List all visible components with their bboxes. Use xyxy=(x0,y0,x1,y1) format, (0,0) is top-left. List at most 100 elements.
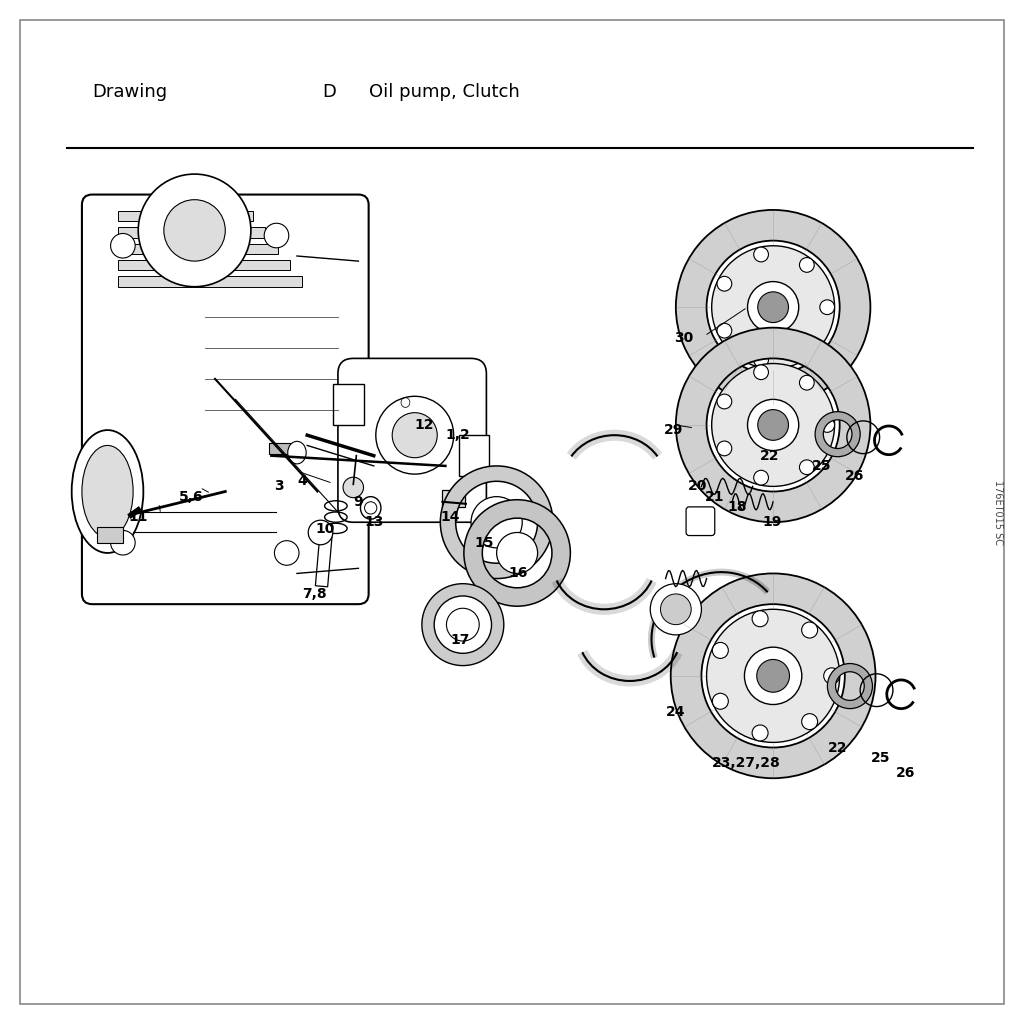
Bar xyxy=(97,527,123,543)
Circle shape xyxy=(748,399,799,451)
Circle shape xyxy=(111,233,135,258)
Circle shape xyxy=(717,394,732,409)
FancyBboxPatch shape xyxy=(82,195,369,604)
Circle shape xyxy=(752,610,768,627)
Circle shape xyxy=(802,622,817,638)
Circle shape xyxy=(308,520,333,545)
Circle shape xyxy=(274,541,299,565)
Circle shape xyxy=(748,282,799,333)
Bar xyxy=(118,276,302,287)
Circle shape xyxy=(138,174,251,287)
Circle shape xyxy=(717,276,732,291)
Circle shape xyxy=(497,532,538,573)
Wedge shape xyxy=(676,328,870,522)
Circle shape xyxy=(264,223,289,248)
Ellipse shape xyxy=(72,430,143,553)
Text: 1,2: 1,2 xyxy=(445,428,470,442)
Bar xyxy=(315,535,332,587)
Circle shape xyxy=(754,247,768,262)
Circle shape xyxy=(713,642,728,658)
Text: 17: 17 xyxy=(451,633,470,647)
Circle shape xyxy=(712,364,835,486)
Bar xyxy=(118,244,278,254)
Circle shape xyxy=(376,396,454,474)
Text: 20: 20 xyxy=(688,479,708,494)
Circle shape xyxy=(713,693,728,710)
Text: 13: 13 xyxy=(365,515,384,529)
Circle shape xyxy=(471,497,522,548)
Text: 22: 22 xyxy=(827,740,847,755)
Ellipse shape xyxy=(82,445,133,538)
Text: 12: 12 xyxy=(415,418,434,432)
Wedge shape xyxy=(827,664,872,709)
Text: 21: 21 xyxy=(705,489,724,504)
Circle shape xyxy=(800,460,814,474)
Text: Drawing: Drawing xyxy=(92,83,167,101)
Text: 22: 22 xyxy=(760,449,779,463)
Circle shape xyxy=(717,441,732,456)
Text: 10: 10 xyxy=(315,522,335,537)
Circle shape xyxy=(820,300,835,314)
Circle shape xyxy=(757,659,790,692)
Circle shape xyxy=(446,608,479,641)
Text: ○: ○ xyxy=(399,396,410,409)
Bar xyxy=(118,227,265,238)
FancyBboxPatch shape xyxy=(338,358,486,522)
Circle shape xyxy=(712,246,835,369)
Text: 14: 14 xyxy=(440,510,460,524)
Text: 7,8: 7,8 xyxy=(302,587,327,601)
Circle shape xyxy=(660,594,691,625)
Text: 3: 3 xyxy=(274,479,284,494)
Bar xyxy=(459,435,489,476)
Text: 18: 18 xyxy=(727,500,746,514)
Bar xyxy=(442,490,465,507)
Bar xyxy=(118,211,253,221)
Circle shape xyxy=(707,609,840,742)
Circle shape xyxy=(754,352,768,368)
Text: 5,6: 5,6 xyxy=(179,489,204,504)
Text: 176ET015 SC: 176ET015 SC xyxy=(993,479,1004,545)
Text: 24: 24 xyxy=(666,705,685,719)
Circle shape xyxy=(717,324,732,338)
Text: D: D xyxy=(323,83,337,101)
Circle shape xyxy=(650,584,701,635)
Wedge shape xyxy=(676,210,870,404)
Ellipse shape xyxy=(288,441,306,464)
Wedge shape xyxy=(464,500,570,606)
Text: Oil pump, Clutch: Oil pump, Clutch xyxy=(369,83,519,101)
Circle shape xyxy=(754,365,768,380)
Circle shape xyxy=(392,413,437,458)
Circle shape xyxy=(758,292,788,323)
Wedge shape xyxy=(422,584,504,666)
Circle shape xyxy=(800,342,814,356)
Text: 30: 30 xyxy=(674,331,693,345)
Circle shape xyxy=(164,200,225,261)
Text: 25: 25 xyxy=(870,751,890,765)
Circle shape xyxy=(754,470,768,485)
Circle shape xyxy=(758,410,788,440)
Circle shape xyxy=(752,725,768,741)
Text: 29: 29 xyxy=(664,423,683,437)
Text: 26: 26 xyxy=(845,469,864,483)
Bar xyxy=(118,260,290,270)
Text: 11: 11 xyxy=(128,510,147,524)
Text: 23,27,28: 23,27,28 xyxy=(712,756,780,770)
Wedge shape xyxy=(440,466,553,579)
Text: 4: 4 xyxy=(297,474,307,488)
Text: 16: 16 xyxy=(509,566,528,581)
Circle shape xyxy=(802,714,817,730)
Text: 25: 25 xyxy=(812,459,831,473)
Circle shape xyxy=(820,418,835,432)
Circle shape xyxy=(111,530,135,555)
Circle shape xyxy=(343,477,364,498)
Bar xyxy=(333,384,364,425)
Circle shape xyxy=(800,258,814,272)
Text: 15: 15 xyxy=(474,536,494,550)
FancyBboxPatch shape xyxy=(686,507,715,536)
Wedge shape xyxy=(671,573,876,778)
Text: 26: 26 xyxy=(896,766,915,780)
Circle shape xyxy=(823,668,840,684)
Circle shape xyxy=(800,376,814,390)
Text: 9: 9 xyxy=(353,495,362,509)
Wedge shape xyxy=(815,412,860,457)
